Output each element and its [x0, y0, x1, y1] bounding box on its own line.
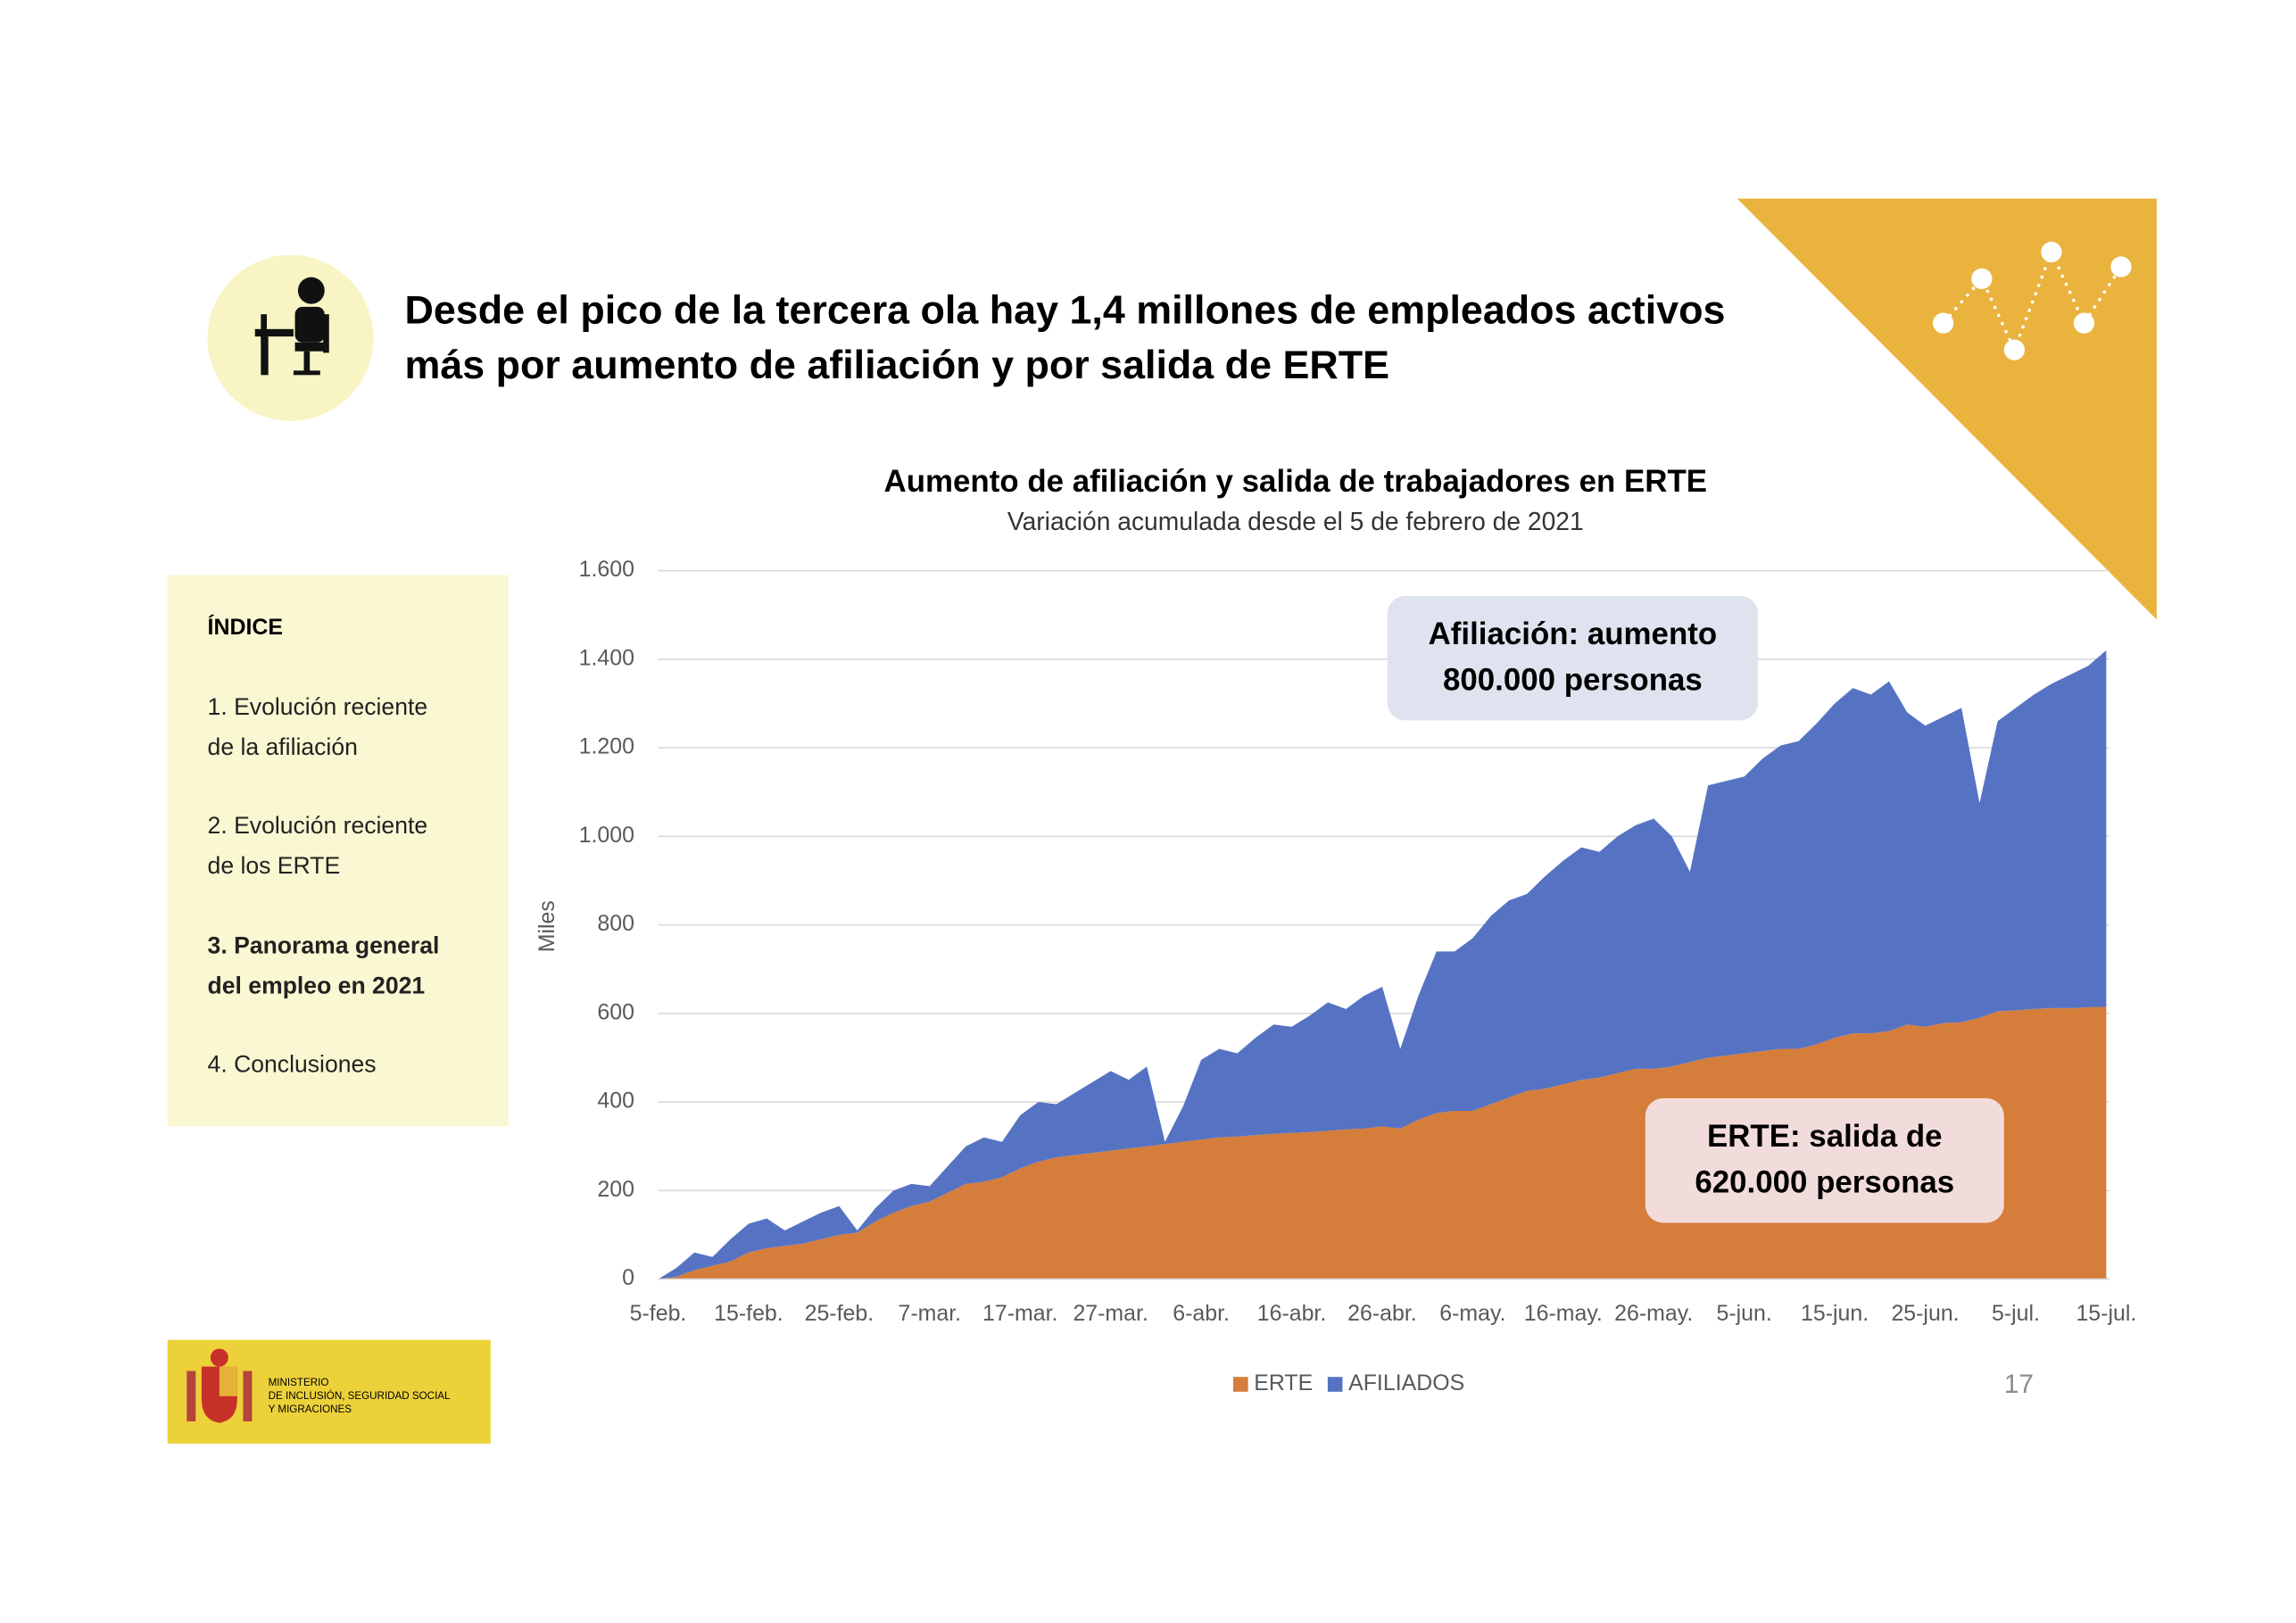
annotation-box — [1387, 595, 1759, 721]
y-tick-label: 1.200 — [579, 734, 634, 759]
x-tick-label: 6-may. — [1439, 1301, 1505, 1326]
legend-label: ERTE — [1254, 1370, 1313, 1395]
logo-text: MINISTERIO — [269, 1377, 329, 1388]
chart-subtitle: Variación acumulada desde el 5 de febrer… — [1007, 507, 1584, 535]
annotation-text: ERTE: salida de — [1707, 1119, 1943, 1154]
y-tick-label: 800 — [597, 911, 634, 936]
deco-dots — [1933, 241, 2132, 360]
y-tick-label: 400 — [597, 1089, 634, 1114]
annotation-text: 620.000 personas — [1695, 1164, 1954, 1199]
index-item: 3. Panorama general — [208, 932, 440, 959]
icon-circle — [207, 254, 374, 421]
index-items: 1. Evolución reciente de la afiliación 2. … — [208, 693, 440, 1077]
annotation-box — [1645, 1097, 2004, 1223]
x-tick-label: 6-abr. — [1173, 1301, 1230, 1326]
x-tick-label: 26-abr. — [1347, 1301, 1417, 1326]
x-tick-label: 17-mar. — [982, 1301, 1057, 1326]
index-item: del empleo en 2021 — [208, 972, 426, 998]
x-tick-label: 16-may. — [1524, 1301, 1603, 1326]
x-tick-label: 7-mar. — [899, 1301, 962, 1326]
logo-text: DE INCLUSIÓN, SEGURIDAD SOCIAL — [269, 1390, 451, 1402]
x-tick-label: 15-feb. — [714, 1301, 783, 1326]
plot-area: 0 200 400 600 800 1.000 1.200 1.400 1.600 5-feb. 1… — [579, 557, 2137, 1395]
coat-of-arms — [186, 1348, 253, 1423]
index-item: de la afiliación — [208, 733, 358, 760]
title-line: más por aumento de afiliación y por sali… — [404, 342, 1389, 387]
chart-title: Aumento de afiliación y salida de trabaj… — [884, 464, 1708, 499]
legend-label: AFILIADOS — [1348, 1370, 1464, 1395]
annotation-text: Afiliación: aumento — [1429, 617, 1718, 651]
area — [658, 650, 2107, 1279]
x-tick-label: 15-jul. — [2076, 1301, 2136, 1326]
y-axis-label: Miles — [535, 900, 559, 952]
index-item: de los ERTE — [208, 852, 341, 879]
index-heading: ÍNDICE — [208, 614, 283, 640]
corner-triangle — [1737, 198, 2157, 620]
index-item: 1. Evolución reciente — [208, 693, 428, 720]
x-tick-label: 15-jun. — [1801, 1301, 1869, 1326]
index-item: 2. Evolución reciente — [208, 812, 428, 839]
deco-line — [1942, 248, 2123, 354]
x-tick-label: 25-feb. — [805, 1301, 874, 1326]
x-tick-label: 25-jun. — [1891, 1301, 1959, 1326]
logo-text: Y MIGRACIONES — [269, 1404, 352, 1415]
x-tick-label: 27-mar. — [1073, 1301, 1148, 1326]
x-tick-label: 5-jul. — [1992, 1301, 2040, 1326]
legend-swatch — [1233, 1377, 1248, 1392]
index-item: 4. Conclusiones — [208, 1050, 377, 1077]
index-panel — [167, 575, 509, 1127]
y-tick-label: 1.000 — [579, 823, 634, 848]
y-tick-label: 1.600 — [579, 557, 634, 582]
title-line: Desde el pico de la tercera ola hay 1,4 … — [404, 286, 1725, 332]
page-number: 17 — [2004, 1370, 2034, 1399]
x-tick-label: 26-may. — [1614, 1301, 1693, 1326]
annotation-text: 800.000 personas — [1443, 662, 1703, 697]
y-tick-label: 200 — [597, 1177, 634, 1202]
x-tick-label: 16-abr. — [1257, 1301, 1327, 1326]
y-tick-label: 0 — [622, 1265, 634, 1290]
x-tick-label: 5-jun. — [1717, 1301, 1772, 1326]
legend-swatch — [1327, 1377, 1343, 1392]
x-tick-label: 5-feb. — [630, 1301, 687, 1326]
y-tick-label: 1.400 — [579, 645, 634, 670]
worker-icon — [254, 277, 329, 376]
y-tick-label: 600 — [597, 999, 634, 1024]
